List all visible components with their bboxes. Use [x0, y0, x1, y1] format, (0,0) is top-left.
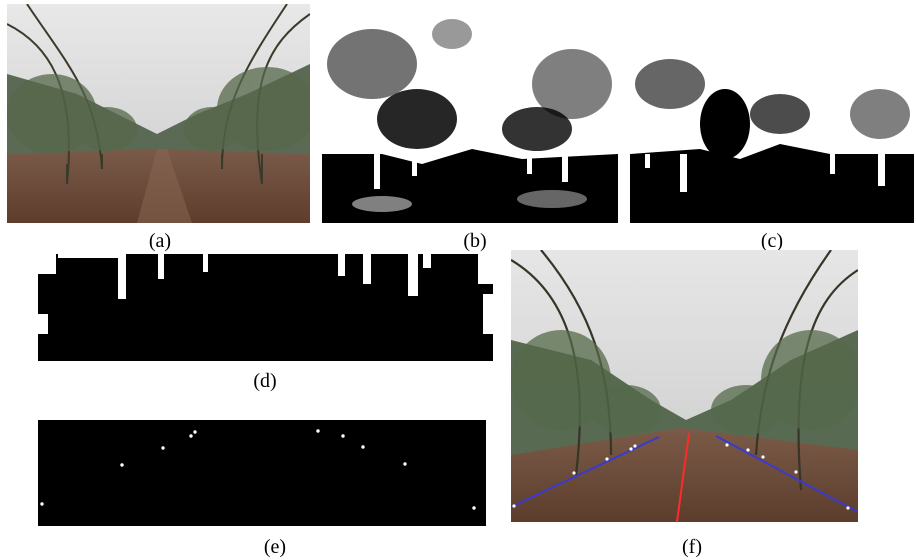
caption-d: (d)	[253, 370, 277, 392]
caption-c: (c)	[760, 230, 784, 252]
panel-d-trunk-region	[38, 254, 493, 361]
left-row-line	[511, 436, 660, 508]
panel-e-feature-points	[38, 420, 486, 526]
caption-a: (a)	[148, 230, 172, 252]
panel-c-morphology	[630, 4, 914, 223]
panel-f-navigation-result	[511, 250, 858, 522]
navigation-line	[676, 432, 690, 522]
right-row-line	[715, 435, 858, 513]
caption-f: (f)	[682, 536, 702, 558]
panel-a-orchard-photo	[7, 4, 310, 223]
panel-b-binary-segmentation	[322, 4, 618, 223]
caption-e: (e)	[263, 536, 287, 558]
caption-b: (b)	[463, 230, 487, 252]
